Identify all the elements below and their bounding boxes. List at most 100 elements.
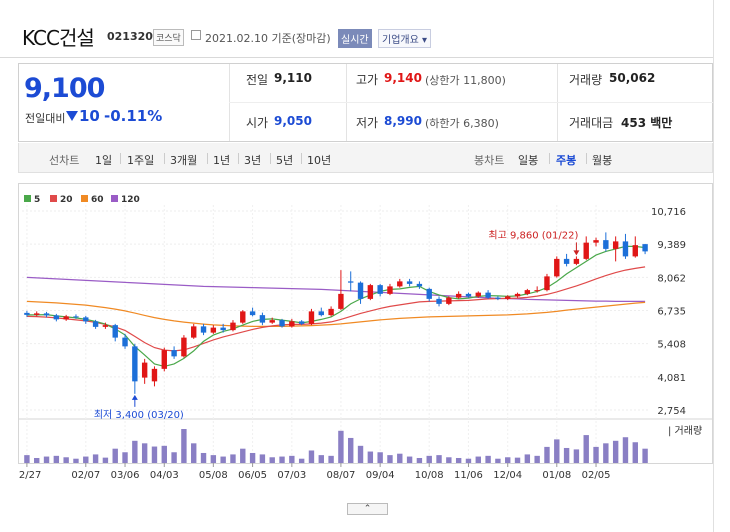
volume-bar [161, 445, 167, 463]
tab-3y[interactable]: 3년 [244, 154, 262, 167]
candle-body [230, 322, 236, 331]
volume-bar [191, 443, 197, 463]
candle-body [416, 283, 423, 287]
candle-body [573, 258, 580, 264]
header-bar: KCC건설 021320 코스닥 2021.02.10 기준(장마감) 실시간 … [0, 0, 730, 58]
volume-bar [53, 455, 60, 463]
volume-bar [524, 454, 531, 463]
divider [120, 153, 121, 164]
candle-body [43, 313, 50, 316]
candle-body [298, 321, 305, 324]
volume-bar [34, 457, 40, 463]
tab-1d[interactable]: 1일 [95, 154, 113, 167]
volume-bar [387, 455, 393, 463]
x-tick-label: 12/04 [493, 470, 522, 481]
divider [164, 153, 165, 164]
x-tick-label: 07/03 [277, 470, 306, 481]
realtime-button[interactable]: 실시간 [338, 29, 372, 48]
y-tick-label: 10,716 [651, 207, 686, 218]
change-value: 10 [66, 107, 100, 125]
candle-body [318, 311, 324, 316]
volume-label: | 거래량 [668, 425, 702, 437]
candle-body [514, 293, 521, 297]
volume-bar [397, 453, 403, 463]
candle-body [24, 312, 30, 315]
x-tick-label: 09/04 [366, 470, 395, 481]
ma5-line [26, 245, 646, 368]
tab-3m[interactable]: 3개월 [170, 154, 198, 167]
candle-body [279, 320, 285, 327]
volume-bar [465, 458, 472, 463]
candle-body [122, 337, 128, 347]
candle-body [289, 321, 295, 327]
volume-bar [495, 458, 501, 463]
collapse-button[interactable]: ⌃ [347, 503, 388, 515]
x-tick-label: 05/08 [199, 470, 228, 481]
x-tick-label: 04/03 [150, 470, 179, 481]
volume-bar [406, 456, 413, 463]
tab-weekly[interactable]: 주봉 [556, 154, 577, 167]
candle-body [73, 316, 79, 318]
volume-bar [573, 449, 580, 463]
volume-bar [132, 440, 138, 463]
stock-code: 021320 [107, 30, 153, 43]
volume-bar [436, 455, 442, 463]
candle-body [102, 325, 109, 327]
low-value: 8,990 [384, 114, 422, 128]
legend-ma20: 20 [50, 195, 73, 205]
candle-body [593, 240, 599, 243]
candle-body [328, 308, 334, 316]
candle-body [308, 311, 315, 324]
volume-bar [73, 458, 79, 463]
x-tick-label: 12/27 [18, 470, 41, 481]
volume-bar [230, 454, 236, 463]
volume-bar [583, 435, 589, 463]
candle-body [455, 293, 462, 298]
candle-body [387, 286, 393, 294]
x-tick-label: 10/08 [415, 470, 444, 481]
candle-body [485, 292, 491, 298]
open-label: 시가 [246, 116, 269, 130]
volume-bar [308, 450, 315, 463]
divider [270, 153, 271, 164]
candle-body [161, 350, 167, 369]
candle-body [220, 327, 226, 331]
volume-bar [593, 446, 599, 463]
y-tick-label: 8,062 [657, 273, 686, 284]
volume-bar [348, 437, 354, 463]
tab-1w[interactable]: 1주일 [127, 154, 155, 167]
volume-bar [455, 457, 462, 463]
tab-5y[interactable]: 5년 [276, 154, 294, 167]
company-overview-dropdown[interactable]: 기업개요 ▾ [378, 29, 431, 48]
tab-1y[interactable]: 1년 [213, 154, 231, 167]
scrollbar[interactable] [713, 0, 730, 532]
amount-value: 453 백만 [621, 116, 673, 130]
tab-10y[interactable]: 10년 [307, 154, 332, 167]
x-tick-label: 11/06 [454, 470, 483, 481]
divider [229, 102, 713, 103]
volume-bar [249, 452, 256, 463]
volume-bar [416, 457, 423, 463]
volume-bar [112, 448, 118, 463]
volume-bar [141, 443, 148, 463]
period-tabs [18, 143, 713, 173]
legend-ma60: 60 [81, 195, 104, 205]
candle-body [642, 244, 648, 252]
y-tick-label: 9,389 [657, 240, 686, 251]
company-name: KCC건설 [22, 26, 95, 50]
change-label: 전일대비 [25, 112, 66, 125]
price-chart[interactable]: 10,716 9,389 8,062 6,735 5,408 4,081 2,754 12/2… [18, 183, 713, 499]
volume-bar [151, 446, 158, 463]
tab-daily[interactable]: 일봉 [518, 154, 539, 167]
volume-bar [181, 429, 187, 463]
y-tick-label: 2,754 [657, 406, 686, 417]
volume-bar [505, 457, 511, 463]
volume-label: 거래량 [569, 73, 603, 87]
chart-frame [18, 183, 713, 464]
volume-bar [240, 448, 246, 463]
tab-monthly[interactable]: 월봉 [592, 154, 613, 167]
volume-bar [289, 455, 295, 463]
low-annotation: 최저 3,400 (03/20) [94, 409, 184, 421]
volume-value: 50,062 [609, 71, 656, 85]
x-tick-label: 02/05 [582, 470, 611, 481]
